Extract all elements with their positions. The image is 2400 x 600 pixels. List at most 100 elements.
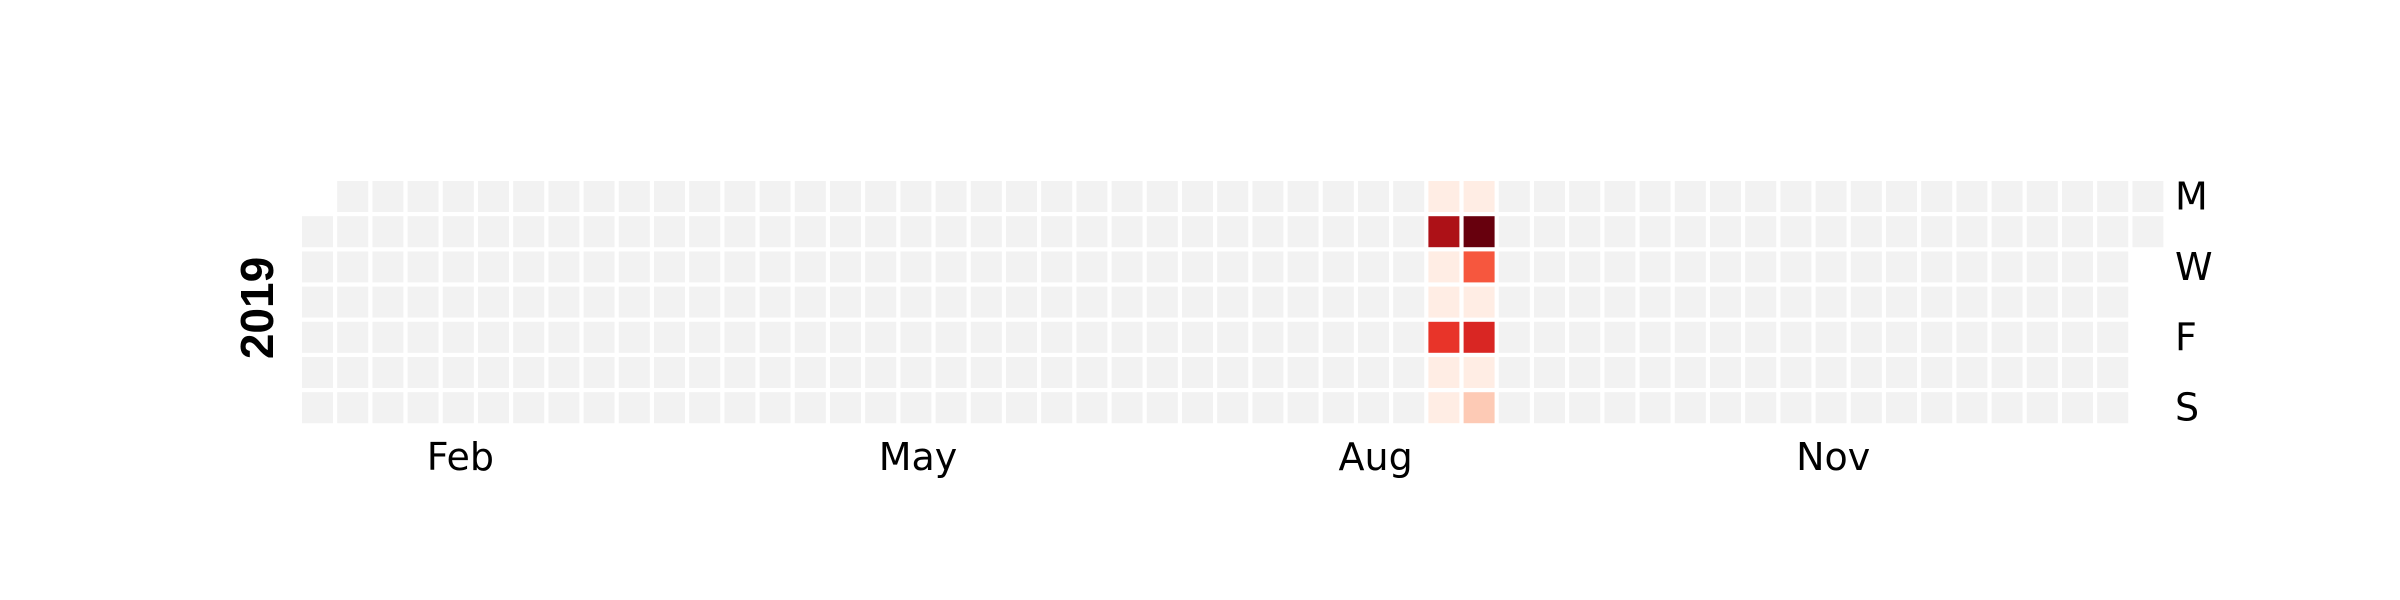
heatmap-cell xyxy=(1850,181,1882,212)
heatmap-cell xyxy=(1076,286,1108,318)
heatmap-cell xyxy=(583,286,615,318)
heatmap-cell xyxy=(1710,321,1741,353)
heatmap-cell-filled xyxy=(1463,181,1495,212)
heatmap-cell xyxy=(1146,286,1178,318)
heatmap-cell xyxy=(2097,181,2129,212)
heatmap-cell xyxy=(1956,286,1988,318)
heatmap-cell xyxy=(1358,251,1389,283)
heatmap-cell xyxy=(2097,321,2129,353)
heatmap-cell xyxy=(935,251,967,283)
heatmap-cell xyxy=(1991,181,2023,212)
heatmap-cell xyxy=(900,357,932,388)
heatmap-cell xyxy=(1287,392,1319,424)
heatmap-cell xyxy=(1498,321,1530,353)
heatmap-cell xyxy=(1322,321,1354,353)
heatmap-cell xyxy=(2132,181,2164,212)
heatmap-cell xyxy=(654,251,685,283)
heatmap-cell xyxy=(1815,357,1847,388)
heatmap-cell xyxy=(794,216,826,248)
heatmap-cell xyxy=(1393,392,1425,424)
heatmap-cell xyxy=(1639,181,1671,212)
heatmap-cell xyxy=(935,181,967,212)
heatmap-cell xyxy=(2026,357,2058,388)
heatmap-cell-filled xyxy=(1463,216,1495,248)
heatmap-cell xyxy=(1322,392,1354,424)
heatmap-cell xyxy=(1780,286,1812,318)
heatmap-cell xyxy=(1639,216,1671,248)
heatmap-cell xyxy=(2062,321,2093,353)
heatmap-cell xyxy=(830,357,861,388)
heatmap-cell xyxy=(1534,392,1565,424)
heatmap-cell xyxy=(1674,321,1706,353)
heatmap-cell xyxy=(1146,321,1178,353)
heatmap-cell xyxy=(830,251,861,283)
heatmap-cell xyxy=(1111,216,1143,248)
heatmap-cell-filled xyxy=(1428,181,1460,212)
heatmap-cell xyxy=(1041,251,1073,283)
heatmap-cell xyxy=(337,357,369,388)
heatmap-cell xyxy=(1674,392,1706,424)
heatmap-cell xyxy=(1956,181,1988,212)
heatmap-cell xyxy=(1287,286,1319,318)
heatmap-cell xyxy=(1604,392,1636,424)
x-axis-month-labels: Feb May Aug Nov xyxy=(427,435,1871,479)
heatmap-cell xyxy=(1182,286,1213,318)
heatmap-cell xyxy=(407,321,439,353)
heatmap-cell xyxy=(1991,392,2023,424)
heatmap-cell-filled xyxy=(1428,392,1460,424)
heatmap-cell xyxy=(865,321,897,353)
heatmap-cell-filled xyxy=(1463,251,1495,283)
heatmap-cell xyxy=(1815,392,1847,424)
heatmap-cell xyxy=(513,286,545,318)
heatmap-cell xyxy=(1569,216,1601,248)
heatmap-cell xyxy=(1182,357,1213,388)
heatmap-cell xyxy=(302,392,333,424)
heatmap-cell xyxy=(1252,216,1284,248)
heatmap-cell xyxy=(618,321,650,353)
heatmap-cell xyxy=(1745,286,1777,318)
weekday-tick-label: W xyxy=(2175,245,2213,289)
heatmap-cell xyxy=(1850,251,1882,283)
heatmap-cell xyxy=(618,357,650,388)
heatmap-cell xyxy=(548,286,580,318)
heatmap-cell xyxy=(689,181,721,212)
heatmap-cell xyxy=(1498,392,1530,424)
heatmap-cell xyxy=(794,251,826,283)
heatmap-cell xyxy=(1358,392,1389,424)
heatmap-cell xyxy=(372,357,404,388)
heatmap-cell xyxy=(583,216,615,248)
heatmap-cell xyxy=(1006,181,1037,212)
heatmap-cell xyxy=(1393,181,1425,212)
heatmap-cell xyxy=(2062,286,2093,318)
heatmap-cell xyxy=(1287,251,1319,283)
heatmap-cell xyxy=(830,392,861,424)
heatmap-cell xyxy=(442,357,474,388)
heatmap-cell xyxy=(830,181,861,212)
heatmap-cell xyxy=(548,392,580,424)
heatmap-cell xyxy=(583,181,615,212)
heatmap-cell xyxy=(759,251,791,283)
heatmap-cell xyxy=(1745,216,1777,248)
heatmap-cell xyxy=(2132,216,2164,248)
heatmap-cell xyxy=(970,181,1002,212)
heatmap-cell xyxy=(618,251,650,283)
heatmap-cell xyxy=(1006,251,1037,283)
heatmap-cell xyxy=(1322,286,1354,318)
heatmap-cell xyxy=(1534,286,1565,318)
heatmap-cell xyxy=(618,286,650,318)
weekday-tick-label: M xyxy=(2175,175,2208,219)
heatmap-cell xyxy=(2062,216,2093,248)
heatmap-cell xyxy=(1604,286,1636,318)
heatmap-cell xyxy=(865,286,897,318)
heatmap-cell-filled xyxy=(1428,357,1460,388)
heatmap-cell xyxy=(478,321,509,353)
heatmap-cell xyxy=(1217,251,1249,283)
heatmap-cell xyxy=(1252,392,1284,424)
heatmap-cell xyxy=(1674,286,1706,318)
heatmap-cell xyxy=(337,181,369,212)
heatmap-cell xyxy=(478,181,509,212)
heatmap-cell xyxy=(548,321,580,353)
heatmap-cell xyxy=(548,357,580,388)
heatmap-cell xyxy=(1217,286,1249,318)
